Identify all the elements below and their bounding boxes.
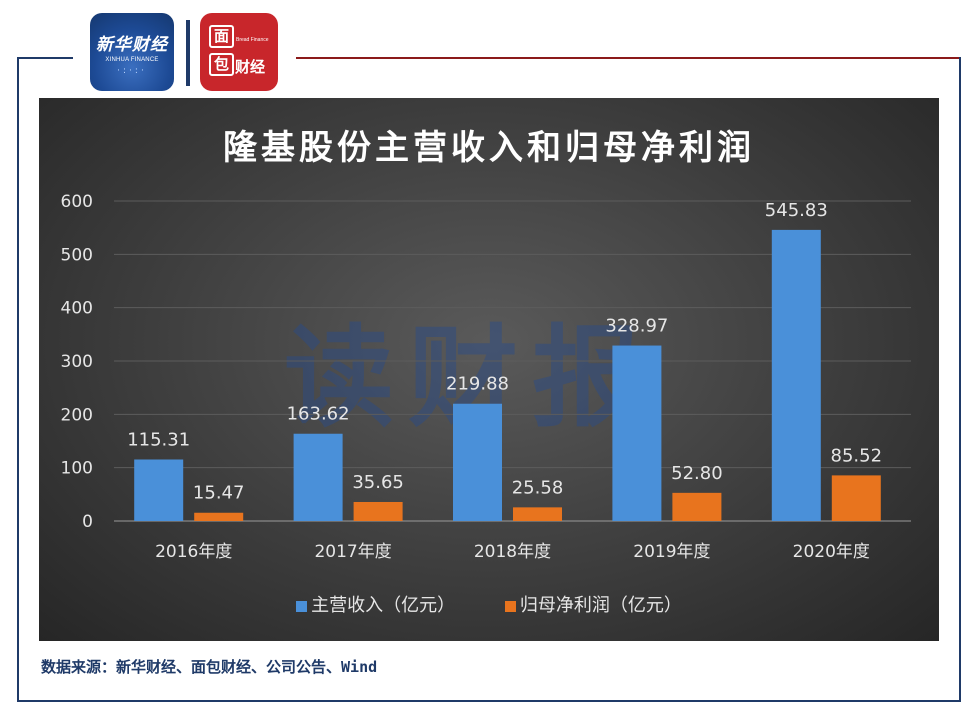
data-label-net-profit: 15.47 [193, 483, 245, 504]
bar-revenue [453, 403, 502, 521]
xinhua-finance-logo: 新华财经 XINHUA FINANCE ·:·:· [90, 13, 174, 91]
xinhua-logo-en: XINHUA FINANCE [105, 57, 159, 63]
data-label-revenue: 219.88 [446, 374, 509, 395]
frame-top-left [17, 57, 73, 59]
y-tick-label: 200 [61, 405, 93, 425]
mianbao-logo-text: 财经 [235, 58, 266, 76]
data-label-revenue: 115.31 [127, 430, 190, 451]
legend-item-net-profit: 归母净利润（亿元） [504, 591, 682, 617]
data-label-net-profit: 85.52 [831, 445, 883, 466]
legend-label-revenue: 主营收入（亿元） [311, 595, 456, 616]
mianbao-logo-box-bottom: 包 [209, 53, 234, 76]
legend-swatch-revenue [296, 600, 308, 612]
bar-revenue [134, 459, 184, 521]
legend-label-net-profit: 归母净利润（亿元） [519, 595, 682, 616]
mianbao-logo-box-top: 面 [209, 25, 234, 48]
y-tick-label: 500 [61, 245, 93, 265]
x-tick-label: 2020年度 [793, 542, 870, 562]
y-tick-label: 0 [82, 512, 93, 532]
x-tick-label: 2019年度 [633, 542, 710, 562]
bar-net-profit [194, 512, 244, 521]
frame-top-right [296, 57, 961, 59]
bar-revenue [293, 433, 343, 521]
chart-plot: 0 100 200 300 400 500 600 115.31 15.47 2016年度 163.… [61, 192, 911, 562]
bar-revenue [771, 229, 821, 521]
bar-net-profit [831, 475, 881, 521]
x-tick-label: 2018年度 [474, 542, 551, 562]
frame-bottom [17, 700, 961, 702]
y-tick-label: 600 [61, 192, 93, 212]
data-label-net-profit: 52.80 [671, 463, 723, 484]
xinhua-logo-dots: ·:·:· [117, 66, 147, 76]
data-label-revenue: 163.62 [287, 404, 350, 425]
chart-panel: 读财报 隆基股份主营收入和归母净利润 0 100 200 300 400 500 600 11… [39, 98, 939, 641]
data-label-revenue: 328.97 [605, 316, 668, 337]
data-label-net-profit: 35.65 [352, 472, 404, 493]
y-tick-label: 400 [61, 299, 93, 319]
x-tick-label: 2017年度 [314, 542, 391, 562]
mianbao-logo-tiny: Bread Finance [236, 37, 269, 43]
y-tick-label: 100 [61, 459, 93, 479]
x-tick-label: 2016年度 [155, 542, 232, 562]
bar-revenue [612, 345, 662, 521]
bar-net-profit [672, 492, 722, 521]
legend-item-revenue: 主营收入（亿元） [296, 591, 455, 617]
data-label-revenue: 545.83 [765, 200, 828, 221]
data-label-net-profit: 25.58 [512, 477, 564, 498]
logo-divider [186, 20, 190, 86]
y-tick-label: 300 [61, 352, 93, 372]
bar-net-profit [353, 501, 403, 521]
chart-legend: 主营收入（亿元） 归母净利润（亿元） [39, 591, 939, 617]
frame-right [959, 57, 961, 702]
xinhua-logo-cn: 新华财经 [96, 35, 168, 55]
chart-title: 隆基股份主营收入和归母净利润 [223, 128, 755, 168]
frame-left [17, 57, 19, 702]
mianbao-finance-logo: 面 包 Bread Finance 财经 [200, 13, 278, 91]
bar-net-profit [513, 507, 562, 521]
data-source-note: 数据来源：新华财经、面包财经、公司公告、Wind [41, 658, 378, 676]
legend-swatch-net-profit [504, 600, 516, 612]
